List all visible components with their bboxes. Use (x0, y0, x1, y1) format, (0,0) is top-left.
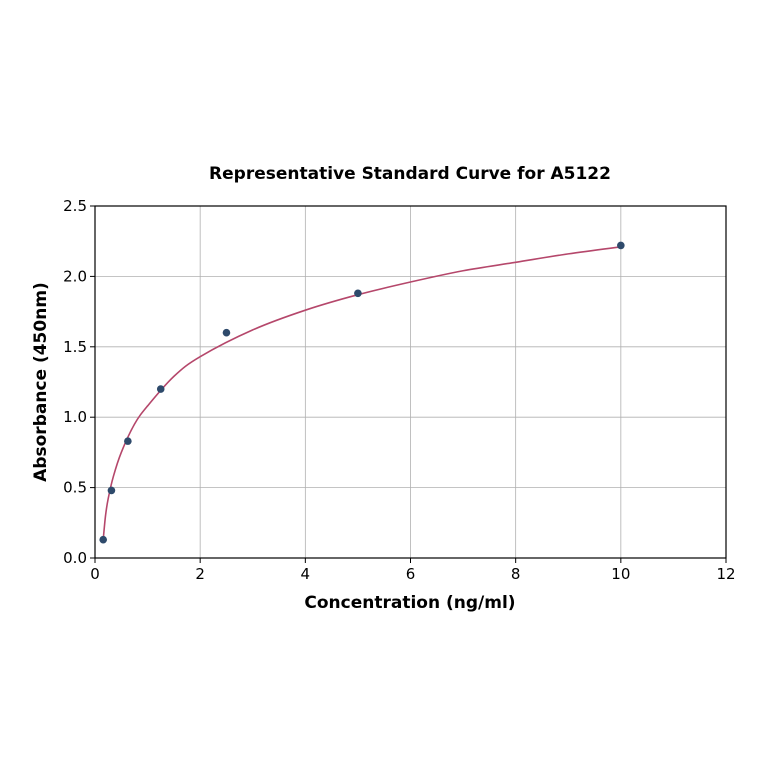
data-point (156, 385, 165, 393)
y-tick-label: 0.5 (63, 479, 87, 497)
x-tick-label: 10 (611, 565, 630, 583)
grid (94, 205, 727, 559)
x-tick-label: 4 (301, 565, 311, 583)
data-point (354, 289, 362, 298)
y-tick-label: 2.0 (63, 267, 87, 285)
data-point (222, 328, 231, 337)
y-axis-label: Absorbance (450nm) (31, 282, 51, 482)
fit-curve-group (102, 246, 621, 540)
y-tick-label: 0.0 (63, 549, 87, 567)
fit-curve (102, 246, 621, 540)
y-tick-label: 1.0 (63, 408, 87, 426)
x-axis-ticks: 0 2 4 6 8 10 12 (90, 558, 736, 583)
y-axis-ticks: 0.0 0.5 1.0 1.5 2.0 2.5 (63, 197, 95, 567)
data-point (617, 241, 625, 250)
x-tick-label: 8 (511, 565, 521, 583)
x-tick-label: 2 (195, 565, 205, 583)
chart-title: Representative Standard Curve for A5122 (209, 164, 611, 184)
x-tick-label: 12 (716, 565, 735, 583)
data-point (99, 535, 108, 544)
data-point (107, 486, 116, 495)
data-points (99, 241, 625, 544)
y-tick-label: 2.5 (63, 197, 87, 215)
y-tick-label: 1.5 (63, 338, 87, 356)
x-tick-label: 6 (406, 565, 416, 583)
x-axis-label: Concentration (ng/ml) (304, 593, 515, 613)
x-tick-label: 0 (90, 565, 100, 583)
data-point (124, 437, 132, 445)
